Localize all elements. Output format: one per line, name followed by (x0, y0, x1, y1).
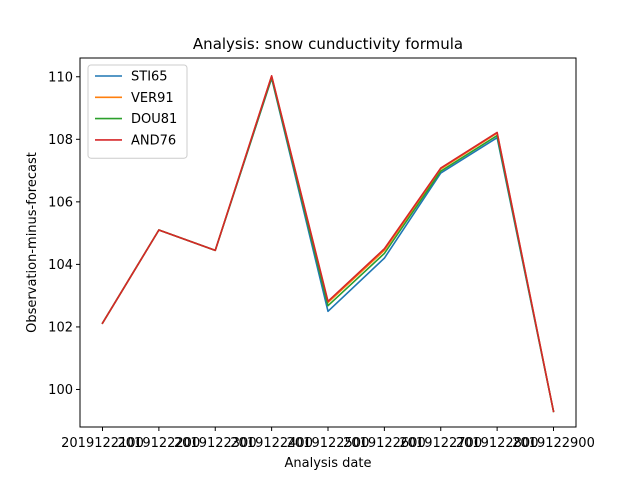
x-tick-label: 2019122400 (230, 436, 313, 451)
x-tick-label: 2019122100 (61, 436, 144, 451)
legend: STI65 VER91 DOU81 AND76 (87, 64, 188, 159)
y-tick-label: 106 (48, 195, 73, 210)
x-axis-label: Analysis date (284, 456, 371, 471)
y-tick-label: 108 (48, 133, 73, 148)
x-tick-label: 2019122900 (512, 436, 595, 451)
legend-entry: VER91 (131, 91, 174, 106)
x-tick-label: 2019122500 (287, 436, 370, 451)
x-tick-label: 2019122300 (174, 436, 257, 451)
legend-entry: AND76 (131, 133, 176, 148)
y-axis: 100 102 104 106 108 110 (48, 70, 80, 398)
x-tick-label: 2019122800 (456, 436, 539, 451)
plot-frame (79, 57, 577, 428)
y-tick-label: 110 (48, 70, 73, 85)
y-tick-label: 102 (48, 320, 73, 335)
x-tick-label: 2019122200 (118, 436, 201, 451)
y-axis-label: Observation-minus-forecast (25, 152, 40, 333)
x-tick-label: 2019122700 (399, 436, 482, 451)
legend-entry: STI65 (131, 70, 168, 85)
y-tick-label: 104 (48, 258, 73, 273)
legend-box (87, 64, 188, 159)
y-tick-label: 100 (48, 383, 73, 398)
x-tick-label: 2019122600 (343, 436, 426, 451)
legend-entry: DOU81 (131, 112, 177, 127)
x-axis: 2019122100201912220020191223002019122400… (61, 427, 595, 451)
series-line-and76 (101, 75, 555, 413)
chart-title: Analysis: snow cunductivity formula (193, 35, 463, 53)
